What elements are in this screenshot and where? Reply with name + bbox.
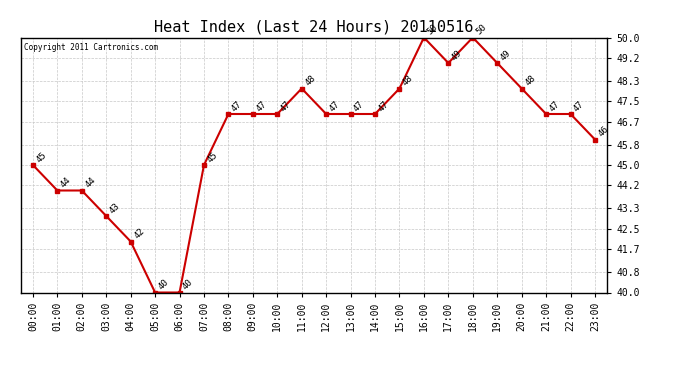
Text: 47: 47: [547, 99, 562, 113]
Text: 45: 45: [206, 150, 219, 164]
Text: 50: 50: [425, 23, 440, 37]
Text: 47: 47: [279, 99, 293, 113]
Text: 40: 40: [181, 278, 195, 292]
Text: 48: 48: [303, 74, 317, 88]
Text: 49: 49: [499, 48, 513, 62]
Text: 47: 47: [572, 99, 586, 113]
Text: 44: 44: [59, 176, 72, 190]
Text: 40: 40: [157, 278, 170, 292]
Text: 50: 50: [474, 23, 488, 37]
Text: 49: 49: [450, 48, 464, 62]
Text: 47: 47: [377, 99, 391, 113]
Text: 47: 47: [230, 99, 244, 113]
Text: Copyright 2011 Cartronics.com: Copyright 2011 Cartronics.com: [23, 43, 158, 52]
Text: 46: 46: [596, 125, 611, 139]
Title: Heat Index (Last 24 Hours) 20110516: Heat Index (Last 24 Hours) 20110516: [155, 20, 473, 35]
Text: 42: 42: [132, 227, 146, 241]
Text: 48: 48: [401, 74, 415, 88]
Text: 45: 45: [34, 150, 48, 164]
Text: 44: 44: [83, 176, 97, 190]
Text: 47: 47: [254, 99, 268, 113]
Text: 48: 48: [523, 74, 537, 88]
Text: 47: 47: [352, 99, 366, 113]
Text: 47: 47: [328, 99, 342, 113]
Text: 43: 43: [108, 201, 121, 215]
